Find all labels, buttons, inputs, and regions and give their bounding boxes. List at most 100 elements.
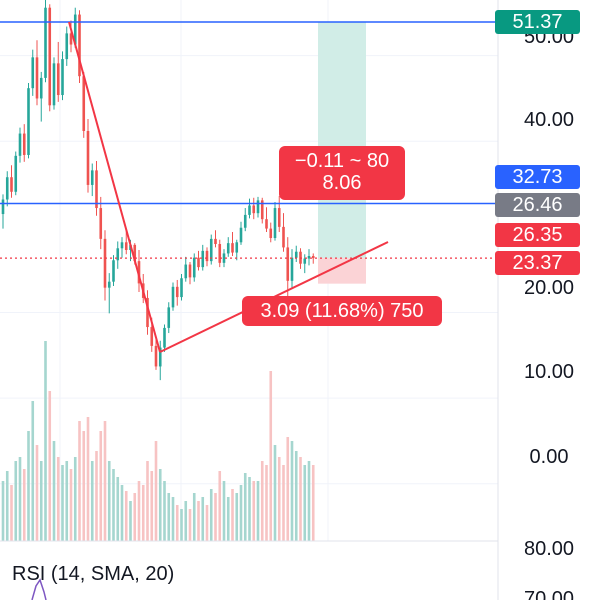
candle-body xyxy=(65,33,69,60)
candle[interactable] xyxy=(48,4,52,112)
volume-bar xyxy=(311,465,315,541)
candle-body xyxy=(116,248,120,261)
candle[interactable] xyxy=(231,232,234,256)
candle[interactable] xyxy=(14,151,18,196)
candle[interactable] xyxy=(197,250,200,271)
candle-body xyxy=(303,258,307,264)
candle[interactable] xyxy=(124,230,128,255)
candle[interactable] xyxy=(286,237,290,308)
candle[interactable] xyxy=(167,302,171,334)
measure-tooltip-bottom[interactable]: 3.09 (11.68%) 750 xyxy=(242,296,442,326)
candle[interactable] xyxy=(78,10,81,84)
candle[interactable] xyxy=(269,222,273,243)
candle[interactable] xyxy=(112,255,115,286)
volume-bar xyxy=(39,461,43,541)
candle[interactable] xyxy=(154,339,158,370)
candle[interactable] xyxy=(311,253,315,264)
candle-body xyxy=(90,170,94,185)
candle[interactable] xyxy=(243,208,247,232)
candle[interactable] xyxy=(107,273,111,314)
candle[interactable] xyxy=(209,234,213,265)
candle-body xyxy=(35,57,39,99)
price-tag-stop[interactable]: 23.37 xyxy=(495,251,580,275)
candle[interactable] xyxy=(146,290,149,335)
candle[interactable] xyxy=(65,26,69,66)
candle[interactable] xyxy=(61,51,64,101)
candle[interactable] xyxy=(86,119,90,193)
candle[interactable] xyxy=(10,165,13,198)
candle[interactable] xyxy=(260,197,264,224)
volume-bar xyxy=(5,471,9,541)
candle[interactable] xyxy=(188,261,192,285)
candle[interactable] xyxy=(171,282,175,311)
price-axis-label-10: 10.00 xyxy=(523,361,575,383)
candle[interactable] xyxy=(294,245,298,262)
long-position-profit-zone[interactable] xyxy=(318,22,366,259)
candle[interactable] xyxy=(226,237,230,257)
candle[interactable] xyxy=(248,198,251,219)
candle[interactable] xyxy=(256,196,260,218)
candle[interactable] xyxy=(303,254,307,274)
candle-body xyxy=(184,264,188,279)
candle[interactable] xyxy=(56,41,60,102)
candle[interactable] xyxy=(39,71,43,122)
candle[interactable] xyxy=(52,57,56,110)
volume-bar xyxy=(146,461,149,541)
volume-bar xyxy=(124,491,128,541)
candle[interactable] xyxy=(265,207,268,233)
candle-body xyxy=(294,251,298,258)
candle[interactable] xyxy=(22,124,26,162)
price-tag-current[interactable]: 26.35 xyxy=(495,223,580,247)
measure-tooltip-top[interactable]: −0.11 ~ 80 8.06 xyxy=(279,146,405,200)
candle[interactable] xyxy=(5,171,9,207)
candle[interactable] xyxy=(163,324,166,352)
volume-bar xyxy=(231,489,234,541)
candle[interactable] xyxy=(1,194,5,229)
candle[interactable] xyxy=(18,127,22,163)
candle[interactable] xyxy=(205,247,209,267)
candle[interactable] xyxy=(103,230,107,301)
candle[interactable] xyxy=(252,197,256,220)
candle-body xyxy=(282,226,285,248)
candle[interactable] xyxy=(184,256,188,282)
candle[interactable] xyxy=(277,196,281,233)
candle-body xyxy=(273,208,277,239)
candle[interactable] xyxy=(235,239,239,261)
long-position-stop-zone[interactable] xyxy=(318,258,366,284)
candle[interactable] xyxy=(201,244,205,271)
candle[interactable] xyxy=(95,160,98,216)
candle[interactable] xyxy=(180,273,183,301)
candle[interactable] xyxy=(120,237,124,258)
candle[interactable] xyxy=(273,202,277,241)
candle[interactable] xyxy=(116,241,120,269)
candle[interactable] xyxy=(214,230,217,248)
price-tag-grey[interactable]: 26.46 xyxy=(495,193,580,217)
candle[interactable] xyxy=(290,249,294,288)
price-tag-green[interactable]: 51.37 xyxy=(495,10,580,34)
candle-body xyxy=(133,244,137,262)
volume-bar xyxy=(99,431,103,541)
candle[interactable] xyxy=(35,40,39,106)
candle[interactable] xyxy=(99,196,103,250)
candle[interactable] xyxy=(218,239,222,268)
candle[interactable] xyxy=(307,249,311,266)
candle[interactable] xyxy=(44,0,47,83)
candle-body xyxy=(209,238,213,262)
candle[interactable] xyxy=(239,221,243,245)
candle[interactable] xyxy=(282,213,285,252)
trend-line-down[interactable] xyxy=(68,21,161,353)
candle[interactable] xyxy=(82,71,86,138)
price-tag-blue[interactable]: 32.73 xyxy=(495,165,580,189)
candle[interactable] xyxy=(158,340,162,381)
candle[interactable] xyxy=(27,83,30,159)
candle[interactable] xyxy=(192,253,196,282)
candle-body xyxy=(14,155,18,192)
candle[interactable] xyxy=(175,279,179,306)
rsi-indicator-label[interactable]: RSI (14, SMA, 20) xyxy=(12,563,175,585)
price-axis-background[interactable] xyxy=(498,0,600,600)
candle[interactable] xyxy=(222,249,226,268)
candle[interactable] xyxy=(31,49,35,96)
candle[interactable] xyxy=(90,163,94,197)
